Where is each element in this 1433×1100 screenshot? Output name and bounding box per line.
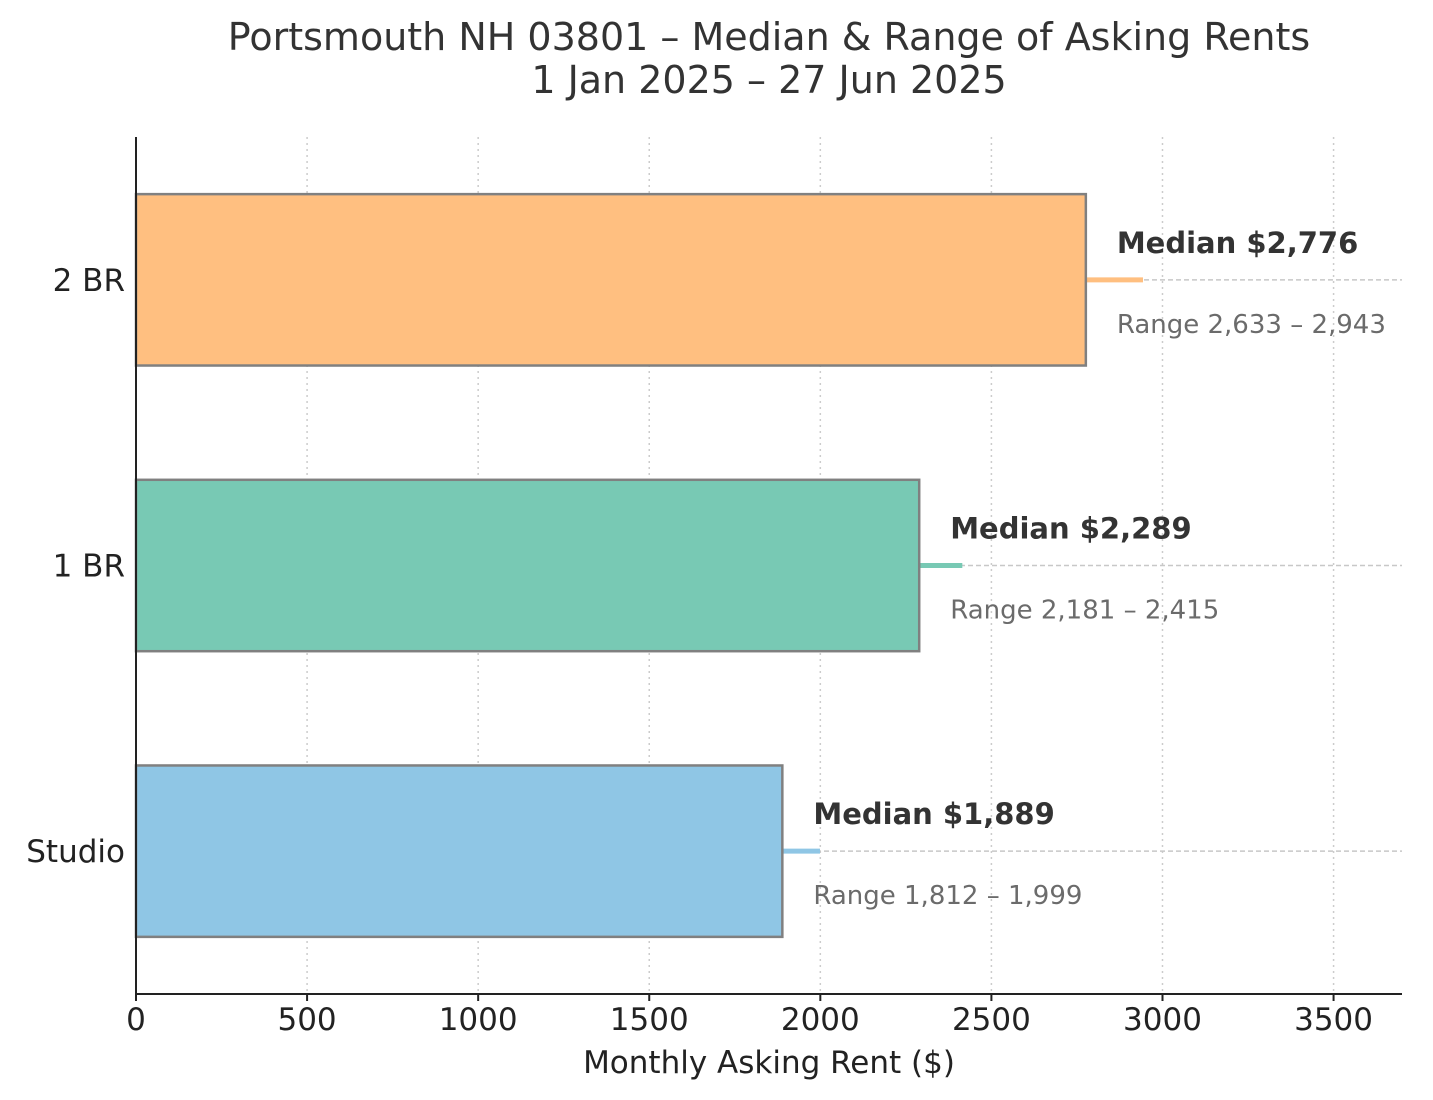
annotations: Median $2,776 Range 2,633 – 2,943 Median $… bbox=[813, 226, 1386, 911]
median-label: Median $2,776 bbox=[1117, 226, 1358, 260]
range-label: Range 1,812 – 1,999 bbox=[813, 881, 1082, 911]
x-tick-label: 3500 bbox=[1294, 1002, 1373, 1038]
x-tick-label: 0 bbox=[126, 1002, 146, 1038]
x-tick-label: 1000 bbox=[439, 1002, 518, 1038]
range-label: Range 2,633 – 2,943 bbox=[1117, 310, 1386, 340]
bar bbox=[134, 192, 1088, 367]
x-tick-label: 500 bbox=[277, 1002, 336, 1038]
x-tick-label: 2000 bbox=[781, 1002, 860, 1038]
bar bbox=[134, 478, 921, 653]
x-tick-label: 3000 bbox=[1123, 1002, 1202, 1038]
category-label: Studio bbox=[26, 834, 125, 870]
x-axis-label: Monthly Asking Rent ($) bbox=[583, 1045, 955, 1081]
median-label: Median $1,889 bbox=[813, 797, 1054, 831]
range-label: Range 2,181 – 2,415 bbox=[950, 596, 1219, 626]
axes bbox=[135, 137, 1402, 995]
category-label: 1 BR bbox=[53, 549, 125, 585]
median-label: Median $2,289 bbox=[950, 512, 1191, 546]
category-labels: 2 BR 1 BR Studio bbox=[26, 263, 125, 870]
category-label: 2 BR bbox=[53, 263, 125, 299]
chart-title: Portsmouth NH 03801 – Median & Range of … bbox=[228, 15, 1310, 59]
bar bbox=[134, 764, 784, 939]
x-tick-label: 1500 bbox=[610, 1002, 689, 1038]
bars bbox=[134, 192, 1402, 939]
chart-subtitle: 1 Jan 2025 – 27 Jun 2025 bbox=[531, 58, 1006, 102]
x-ticks: 0 500 1000 1500 2000 2500 3000 3500 bbox=[126, 994, 1373, 1038]
x-tick-label: 2500 bbox=[952, 1002, 1031, 1038]
